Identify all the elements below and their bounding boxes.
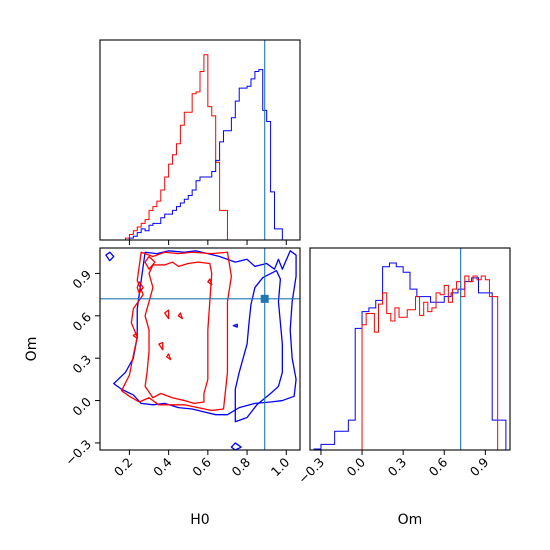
joint-x-axis-label: H0 xyxy=(190,512,209,528)
contour-series-0-level-1 xyxy=(234,269,283,423)
h0-histogram-series-1 xyxy=(128,69,283,240)
h0-histogram-series-0 xyxy=(124,54,228,240)
contour-series-0-level-2 xyxy=(105,251,115,262)
om-marginal-panel: −0.3 0.0 0.3 0.6 0.9 Om xyxy=(295,247,511,528)
contour-series-1-level-3 xyxy=(136,281,144,294)
contour-series-1-level-0 xyxy=(120,251,233,412)
contour-series-1-level-4 xyxy=(132,332,138,340)
contour-series-1-level-1 xyxy=(144,261,213,405)
joint-x-tick-label: 0.8 xyxy=(229,454,254,479)
joint-y-tick-label: 0.9 xyxy=(69,267,94,292)
joint-y-tick-label: 0.0 xyxy=(69,394,94,419)
om-x-tick-label: 0.0 xyxy=(344,454,369,479)
om-x-tick-label: 0.6 xyxy=(426,454,451,479)
h0-marginal-panel xyxy=(99,39,301,245)
h0-histograms xyxy=(124,54,283,240)
joint-panel: 0.2 0.4 0.6 0.8 1.0 −0.3 0.0 0.3 0.6 0.9 H0 Om xyxy=(24,247,301,528)
om-histogram-series-1 xyxy=(361,275,499,450)
joint-y-axis-label: Om xyxy=(24,337,40,362)
h0-marginal-frame xyxy=(99,39,301,241)
contour-series-0-level-3 xyxy=(230,442,242,450)
om-x-ticks: −0.3 0.0 0.3 0.6 0.9 xyxy=(295,450,491,487)
om-x-tick-label: −0.3 xyxy=(295,455,327,487)
contour-series-1-level-8 xyxy=(177,312,183,320)
h0-marginal-ticks xyxy=(128,240,287,245)
joint-x-ticks: 0.2 0.4 0.6 0.8 1.0 xyxy=(111,450,293,480)
om-x-tick-label: 0.3 xyxy=(385,455,410,480)
om-histograms xyxy=(313,262,507,450)
joint-y-tick-label: 0.3 xyxy=(69,352,94,377)
joint-frame xyxy=(99,247,301,451)
joint-x-tick-label: 0.6 xyxy=(189,454,214,479)
joint-x-tick-label: 0.2 xyxy=(111,455,136,480)
joint-truth-marker xyxy=(260,294,269,303)
joint-x-tick-label: 1.0 xyxy=(268,454,293,479)
joint-y-ticks: −0.3 0.0 0.3 0.6 0.9 xyxy=(62,267,100,469)
contour-series-1-level-7 xyxy=(166,353,172,361)
joint-x-tick-label: 0.4 xyxy=(150,454,175,479)
contour-series-1-level-6 xyxy=(158,341,164,351)
joint-contours xyxy=(105,250,297,450)
contour-series-1-level-2 xyxy=(144,255,156,270)
joint-y-tick-label: 0.6 xyxy=(69,309,94,334)
contour-series-0-level-0 xyxy=(113,250,297,416)
om-marginal-frame xyxy=(309,247,511,451)
om-x-axis-label: Om xyxy=(398,512,423,528)
contour-series-1-level-5 xyxy=(164,309,170,320)
om-x-tick-label: 0.9 xyxy=(467,454,492,479)
om-histogram-series-0 xyxy=(313,262,507,450)
contour-series-1-level-9 xyxy=(207,278,213,286)
contour-series-0-level-4 xyxy=(232,323,238,328)
joint-y-tick-label: −0.3 xyxy=(62,436,94,468)
